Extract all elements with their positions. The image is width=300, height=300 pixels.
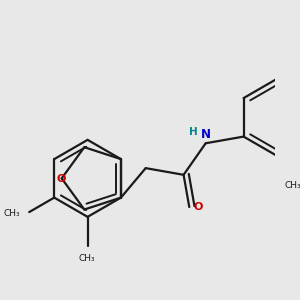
Text: H: H	[189, 127, 198, 137]
Text: CH₃: CH₃	[78, 254, 95, 263]
Text: O: O	[57, 174, 66, 184]
Text: CH₃: CH₃	[4, 208, 20, 217]
Text: N: N	[201, 128, 211, 141]
Text: CH₃: CH₃	[284, 181, 300, 190]
Text: O: O	[193, 202, 203, 212]
